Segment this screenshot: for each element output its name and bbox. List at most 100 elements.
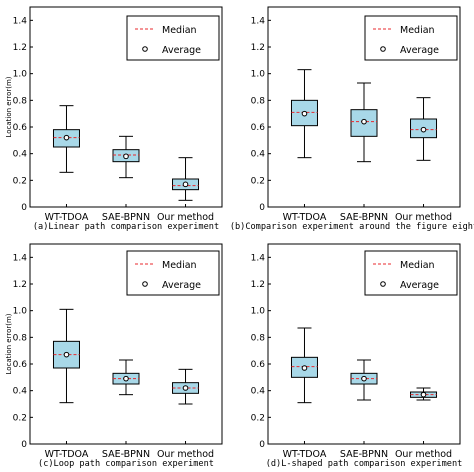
iqr-box xyxy=(290,99,318,127)
y-tick-label: 1.4 xyxy=(251,16,266,26)
chart-panel-1: 0 0.2 0.4 0.6 0.8 1.0 1.2 1.4 Location error(m) W… xyxy=(5,6,223,232)
y-tick-label: 1.4 xyxy=(13,253,28,263)
y-tick-label: 1.4 xyxy=(251,253,266,263)
y-axis-label: Location error(m) xyxy=(5,76,13,137)
y-tick-label: 1.2 xyxy=(251,43,265,53)
legend-average-label: Average xyxy=(162,280,201,291)
x-tick-label: WT-TDOA xyxy=(283,449,327,460)
y-tick-label: 0.2 xyxy=(251,176,265,186)
x-tick-label: Our method xyxy=(157,449,214,460)
legend-box xyxy=(126,250,220,296)
y-tick-label: 1.2 xyxy=(13,280,27,290)
legend: Median Average xyxy=(364,250,458,296)
y-tick-label: 0.2 xyxy=(13,413,27,423)
box-2 xyxy=(112,359,140,396)
y-tick-label: 0.8 xyxy=(251,96,266,106)
legend-box xyxy=(364,15,458,61)
mean-marker xyxy=(361,375,367,382)
mean-marker xyxy=(301,365,308,371)
box-3 xyxy=(172,368,200,405)
mean-marker xyxy=(63,134,70,141)
box-1 xyxy=(290,327,318,404)
legend: Median Average xyxy=(126,15,220,61)
legend-average-swatch xyxy=(142,46,148,52)
box-1 xyxy=(52,308,80,404)
legend: Median Average xyxy=(364,15,458,61)
legend: Median Average xyxy=(126,250,220,296)
y-tick-label: 1.0 xyxy=(13,307,28,317)
legend-average-swatch xyxy=(380,46,386,52)
x-tick-label: WT-TDOA xyxy=(45,212,89,223)
panel-caption: (d)L-shaped path comparison experiment xyxy=(266,459,463,469)
x-tick-label: SAE-BPNN xyxy=(340,212,388,223)
mean-marker xyxy=(182,385,189,391)
box-2 xyxy=(112,135,140,179)
y-tick-label: 1.0 xyxy=(13,70,28,80)
legend-median-label: Median xyxy=(162,25,197,36)
box-3 xyxy=(172,157,200,201)
mean-marker xyxy=(63,351,70,358)
y-tick-label: 0.8 xyxy=(251,333,266,343)
y-tick-label: 0 xyxy=(21,203,27,213)
y-tick-label: 1.0 xyxy=(251,70,266,80)
box-1 xyxy=(290,69,318,159)
legend-average-swatch xyxy=(142,281,148,287)
x-tick-label: WT-TDOA xyxy=(45,449,89,460)
x-tick-label: Our method xyxy=(395,449,452,460)
mean-marker xyxy=(420,391,427,398)
chart-panel-3: 0 0.2 0.4 0.6 0.8 1.0 1.2 1.4 Location error(m) W… xyxy=(5,243,223,469)
box-1 xyxy=(52,105,80,173)
y-tick-label: 0 xyxy=(259,203,265,213)
y-axis-label: Location error(m) xyxy=(5,313,13,374)
legend-median-label: Median xyxy=(162,260,197,271)
y-tick-label: 1.2 xyxy=(13,43,27,53)
y-tick-label: 0.4 xyxy=(251,150,266,160)
box-2 xyxy=(350,82,378,163)
legend-average-label: Average xyxy=(400,280,439,291)
y-tick-label: 0.2 xyxy=(13,176,27,186)
y-tick-label: 0.8 xyxy=(13,96,28,106)
y-tick-label: 0 xyxy=(259,440,265,450)
chart-panel-4: 0 0.2 0.4 0.6 0.8 1.0 1.2 1.4 WT-TDOA SAE-BPNN Our… xyxy=(251,243,463,469)
x-tick-label: Our method xyxy=(157,212,214,223)
panel-caption: (a)Linear path comparison experiment xyxy=(33,222,219,232)
x-tick-label: SAE-BPNN xyxy=(340,449,388,460)
iqr-box xyxy=(350,109,378,137)
mean-marker xyxy=(123,153,129,160)
y-tick-label: 0.2 xyxy=(251,413,265,423)
box-3 xyxy=(410,387,438,401)
y-tick-label: 1.4 xyxy=(13,16,28,26)
x-tick-label: SAE-BPNN xyxy=(102,212,150,223)
y-tick-label: 0.4 xyxy=(13,387,28,397)
mean-marker xyxy=(182,181,189,188)
legend-median-label: Median xyxy=(400,25,435,36)
panel-caption: (b)Comparison experiment around the figu… xyxy=(230,222,474,232)
y-tick-label: 0.6 xyxy=(13,123,28,133)
mean-marker xyxy=(361,118,367,125)
mean-marker xyxy=(123,375,129,382)
y-tick-label: 0.4 xyxy=(13,150,28,160)
legend-average-label: Average xyxy=(162,45,201,56)
box-2 xyxy=(350,359,378,401)
x-tick-label: SAE-BPNN xyxy=(102,449,150,460)
y-tick-label: 0.6 xyxy=(251,123,266,133)
y-tick-label: 0.6 xyxy=(13,360,28,370)
box-3 xyxy=(410,97,438,161)
y-tick-label: 0.8 xyxy=(13,333,28,343)
chart-panel-2: 0 0.2 0.4 0.6 0.8 1.0 1.2 1.4 WT-TDOA SAE-BPNN Our… xyxy=(230,6,474,232)
legend-box xyxy=(126,15,220,61)
mean-marker xyxy=(301,110,308,117)
x-tick-label: WT-TDOA xyxy=(283,212,327,223)
y-tick-label: 1.2 xyxy=(251,280,265,290)
y-tick-label: 0.6 xyxy=(251,360,266,370)
panel-caption: (c)Loop path comparison experiment xyxy=(38,459,214,469)
y-tick-label: 0.4 xyxy=(251,387,266,397)
legend-average-swatch xyxy=(380,281,386,287)
y-tick-label: 0 xyxy=(21,440,27,450)
legend-median-label: Median xyxy=(400,260,435,271)
legend-box xyxy=(364,250,458,296)
y-tick-label: 1.0 xyxy=(251,307,266,317)
legend-average-label: Average xyxy=(400,45,439,56)
mean-marker xyxy=(420,126,427,133)
